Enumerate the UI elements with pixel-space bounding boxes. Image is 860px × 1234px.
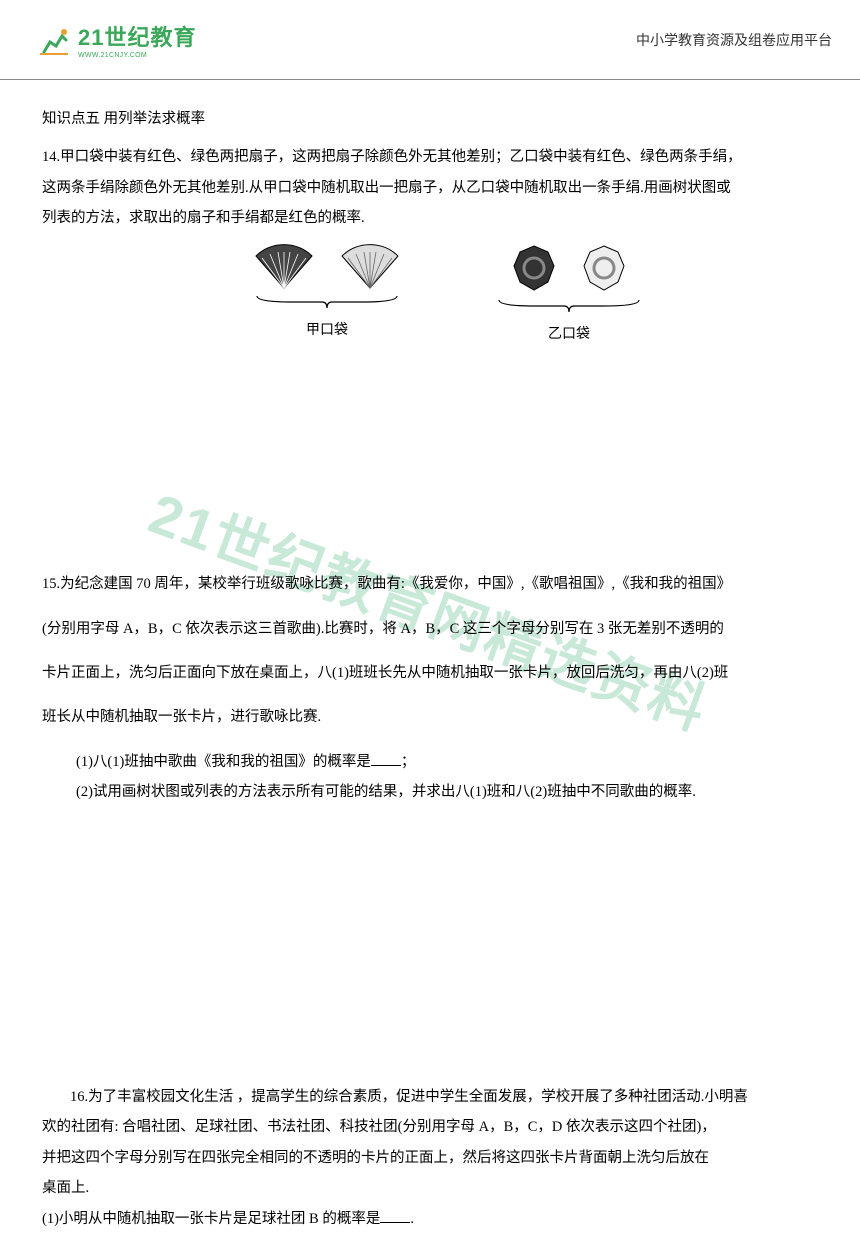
q14-line1: 甲口袋中装有红色、绿色两把扇子，这两把扇子除颜色外无其他差别；乙口袋中装有红色、… <box>60 149 742 165</box>
q16-sub1-tail: . <box>410 1211 414 1227</box>
runner-icon <box>36 22 72 58</box>
q16-sub1-text: (1)小明从中随机抽取一张卡片是足球社团 B 的概率是 <box>42 1211 380 1227</box>
section-title: 知识点五 用列举法求概率 <box>42 104 812 134</box>
header-subtitle: 中小学教育资源及组卷应用平台 <box>636 30 832 50</box>
q16-line3: 并把这四个字母分别写在四张完全相同的不透明的卡片的正面上，然后将这四张卡片背面朝… <box>42 1143 812 1173</box>
bag-a-label: 甲口袋 <box>306 316 348 345</box>
logo-text: 21世纪教育 WWW.21CNJY.COM <box>78 20 196 59</box>
brace-icon <box>494 298 644 314</box>
q14-line3: 列表的方法，求取出的扇子和手绢都是红色的概率. <box>42 203 812 233</box>
q16-number: 16. <box>70 1089 88 1105</box>
logo-url: WWW.21CNJY.COM <box>78 52 196 59</box>
q16-line4: 桌面上. <box>42 1173 812 1203</box>
q15-line3: 卡片正面上，洗匀后正面向下放在桌面上，八(1)班班长先从中随机抽取一张卡片，放回… <box>42 658 812 688</box>
q15-sub1-tail: ； <box>401 754 416 770</box>
fan-icon <box>336 242 404 290</box>
q16-line2: 欢的社团有: 合唱社团、足球社团、书法社团、科技社团(分别用字母 A，B，C，D… <box>42 1112 812 1142</box>
badge-icon <box>578 242 630 294</box>
question-15: 15.为纪念建国 70 周年，某校举行班级歌咏比赛，歌曲有:《我爱你，中国》,《… <box>42 569 812 1068</box>
q15-line1: 为纪念建国 70 周年，某校举行班级歌咏比赛，歌曲有:《我爱你，中国》,《歌唱祖… <box>60 576 731 592</box>
fan-icon <box>250 242 318 290</box>
logo: 21世纪教育 WWW.21CNJY.COM <box>36 20 196 59</box>
page-content: 知识点五 用列举法求概率 14.甲口袋中装有红色、绿色两把扇子，这两把扇子除颜色… <box>0 80 860 1234</box>
q15-line2: (分别用字母 A，B，C 依次表示这三首歌曲).比赛时，将 A，B，C 这三个字… <box>42 614 812 644</box>
q14-number: 14. <box>42 149 60 165</box>
fill-blank[interactable] <box>371 765 401 766</box>
q15-sub1: (1)八(1)班抽中歌曲《我和我的祖国》的概率是 ； <box>42 747 812 777</box>
logo-main: 21世纪教育 <box>78 20 196 52</box>
q15-sub2: (2)试用画树状图或列表的方法表示所有可能的结果，并求出八(1)班和八(2)班抽… <box>42 777 812 807</box>
q16-line1: 为了丰富校园文化生活 ，提高学生的综合素质，促进中学生全面发展，学校开展了多种社… <box>88 1089 748 1105</box>
question-16: 16.为了丰富校园文化生活 ，提高学生的综合素质，促进中学生全面发展，学校开展了… <box>42 1082 812 1234</box>
q15-number: 15. <box>42 576 60 592</box>
bag-b: 乙口袋 <box>494 242 644 349</box>
page-header: 21世纪教育 WWW.21CNJY.COM 中小学教育资源及组卷应用平台 <box>0 0 860 80</box>
q15-line4: 班长从中随机抽取一张卡片，进行歌咏比赛. <box>42 702 812 732</box>
bag-a: 甲口袋 <box>250 242 404 349</box>
bag-b-label: 乙口袋 <box>548 320 590 349</box>
fill-blank[interactable] <box>380 1222 410 1223</box>
q14-figure: 甲口袋 乙口袋 <box>42 242 812 349</box>
q16-sub1: (1)小明从中随机抽取一张卡片是足球社团 B 的概率是. <box>42 1204 812 1234</box>
brace-icon <box>252 294 402 310</box>
question-14: 14.甲口袋中装有红色、绿色两把扇子，这两把扇子除颜色外无其他差别；乙口袋中装有… <box>42 142 812 349</box>
badge-icon <box>508 242 560 294</box>
q15-sub1-text: (1)八(1)班抽中歌曲《我和我的祖国》的概率是 <box>76 754 371 770</box>
q14-line2: 这两条手绢除颜色外无其他差别.从甲口袋中随机取出一把扇子，从乙口袋中随机取出一条… <box>42 173 812 203</box>
workspace-gap <box>42 808 812 1068</box>
